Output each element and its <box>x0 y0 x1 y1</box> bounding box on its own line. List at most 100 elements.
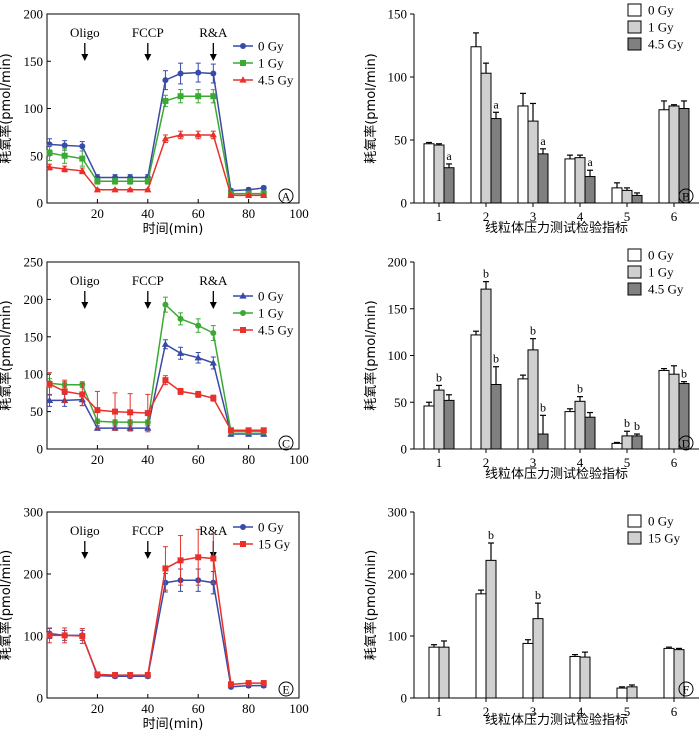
significance-mark: a <box>493 97 499 111</box>
data-point <box>144 410 151 417</box>
significance-mark: b <box>483 267 489 281</box>
x-tick-label: 20 <box>91 206 104 221</box>
bar <box>438 646 450 699</box>
x-tick-label: 2 <box>483 704 490 719</box>
y-tick-label: 200 <box>24 7 44 22</box>
injection-arrowhead <box>144 552 152 559</box>
data-point <box>46 141 53 148</box>
x-tick-label: 60 <box>192 452 205 467</box>
x-tick-label: 40 <box>141 206 154 221</box>
bar <box>537 153 549 204</box>
x-tick-label: 20 <box>91 452 104 467</box>
bar <box>490 118 502 204</box>
series-2 <box>45 130 268 199</box>
data-point <box>94 178 101 185</box>
x-tick-label: 5 <box>624 455 631 470</box>
legend-label: 4.5 Gy <box>648 37 684 52</box>
y-tick-label: 150 <box>24 54 44 69</box>
data-point <box>46 149 53 156</box>
series-line <box>49 95 264 195</box>
data-point <box>94 671 101 678</box>
x-tick-label: 6 <box>671 455 678 470</box>
x-tick-label: 1 <box>436 209 443 224</box>
bar <box>579 656 591 699</box>
y-tick-label: 0 <box>37 196 44 211</box>
data-point <box>240 43 246 49</box>
legend-swatch <box>627 37 642 51</box>
data-point <box>162 77 169 84</box>
data-point <box>245 191 253 199</box>
x-tick-label: 80 <box>242 701 255 716</box>
x-tick-label: 3 <box>530 704 537 719</box>
data-point <box>209 359 217 366</box>
significance-mark: a <box>587 155 593 169</box>
x-tick-label: 1 <box>436 455 443 470</box>
series-line <box>49 343 264 435</box>
bar <box>470 334 482 450</box>
data-point <box>162 377 169 384</box>
data-point <box>245 427 252 434</box>
data-point <box>195 93 202 100</box>
data-point <box>127 178 134 185</box>
x-tick-label: 80 <box>242 452 255 467</box>
data-point <box>195 69 202 76</box>
data-point <box>210 70 217 77</box>
y-axis-label: 耗氧率(pmol/min) <box>0 550 14 661</box>
panel-letter: B <box>682 190 690 204</box>
bar <box>470 46 482 204</box>
plot-frame <box>46 261 300 450</box>
y-tick-label: 0 <box>401 691 408 706</box>
legend-label: 0 Gy <box>648 514 674 529</box>
data-point <box>93 185 101 193</box>
legend-label: 1 Gy <box>258 306 284 321</box>
y-tick-label: 150 <box>388 301 408 316</box>
x-axis-label: 线粒体压力测试检验指标 <box>485 466 628 482</box>
bar-chart-F: 0 100 200 300 耗氧率(pmol/min) 1 2 b 3 b 4 5 6 线粒体压力测试检验… <box>363 505 699 728</box>
injection-arrowhead <box>81 552 89 559</box>
data-point <box>144 672 151 679</box>
x-tick-label: 100 <box>289 452 309 467</box>
series-1 <box>46 89 267 197</box>
bar <box>584 176 596 204</box>
bar <box>569 655 581 699</box>
y-tick-label: 250 <box>24 255 44 270</box>
x-tick-label: 4 <box>577 704 584 719</box>
bar <box>433 144 445 204</box>
data-point <box>177 315 184 322</box>
bar <box>517 378 529 450</box>
significance-mark: b <box>436 370 442 384</box>
data-point <box>45 163 54 170</box>
data-point <box>46 380 53 387</box>
x-tick-label: 80 <box>242 206 255 221</box>
panel-letter-circle <box>678 681 694 697</box>
data-point <box>194 131 202 138</box>
x-tick-label: 20 <box>91 701 104 716</box>
bar <box>532 618 544 699</box>
x-tick-label: 5 <box>624 209 631 224</box>
bar <box>475 593 487 699</box>
y-tick-label: 100 <box>24 629 44 644</box>
bar <box>490 383 502 450</box>
significance-mark: b <box>577 382 583 396</box>
x-tick-label: 100 <box>289 206 309 221</box>
y-tick-label: 100 <box>388 348 408 363</box>
x-tick-label: 5 <box>624 704 631 719</box>
bar <box>517 105 529 204</box>
legend-swatch <box>627 282 642 296</box>
x-axis-label: 时间(min) <box>143 222 204 237</box>
data-point <box>61 632 68 639</box>
bar <box>537 433 549 450</box>
bar <box>621 435 633 450</box>
series-line <box>49 71 264 192</box>
data-point <box>240 327 246 333</box>
significance-mark: b <box>493 352 499 366</box>
panel-letter-circle <box>278 188 294 204</box>
data-point <box>161 340 170 347</box>
y-tick-label: 0 <box>401 196 408 211</box>
data-point <box>245 680 252 687</box>
data-point <box>161 134 170 142</box>
x-tick-label: 40 <box>141 452 154 467</box>
y-axis-label: 耗氧率(pmol/min) <box>0 300 14 411</box>
